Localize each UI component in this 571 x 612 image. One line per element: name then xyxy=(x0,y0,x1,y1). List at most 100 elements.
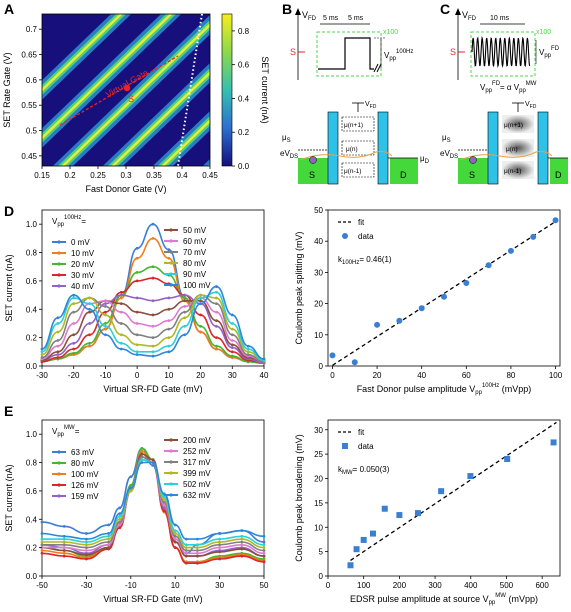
e-left-frame xyxy=(41,419,265,577)
series-point xyxy=(240,543,244,547)
series-point xyxy=(167,319,171,323)
x-tick-label: -30 xyxy=(81,581,93,590)
legend-marker xyxy=(169,460,173,464)
series-point xyxy=(56,350,60,354)
series-point xyxy=(72,296,76,300)
c-level-label-3: μ(n-1) xyxy=(504,168,521,175)
e-right-legend-data: data xyxy=(358,442,374,451)
x-tick-label: 0 xyxy=(135,371,140,380)
series-point xyxy=(62,543,66,547)
series-point xyxy=(56,356,60,359)
series-point xyxy=(173,523,177,527)
series-point xyxy=(183,333,187,337)
legend-marker xyxy=(57,284,61,288)
data-point xyxy=(438,488,445,495)
series-point xyxy=(183,316,187,320)
legend-marker xyxy=(57,262,61,266)
series-point xyxy=(135,271,139,274)
y-tick-label: 20 xyxy=(314,300,323,309)
colorbar-ticks: 0.0 0.2 0.4 0.6 0.8 xyxy=(232,27,250,171)
series-point xyxy=(62,524,66,528)
panel-a-xlabel: Fast Donor Gate (V) xyxy=(85,184,166,194)
heatmap-band xyxy=(102,63,210,166)
series-point xyxy=(173,546,177,550)
series-point xyxy=(162,498,166,501)
series-point xyxy=(88,341,91,345)
series-point xyxy=(215,302,218,305)
series-point xyxy=(218,543,222,547)
series-point xyxy=(107,546,110,550)
x-tick-label: -10 xyxy=(125,581,137,590)
b-square-wave xyxy=(318,37,374,70)
series-point xyxy=(135,350,139,354)
y-tick-label: 10 xyxy=(314,523,323,532)
series-point xyxy=(104,327,107,331)
series-point xyxy=(196,551,199,555)
d-right-k: k100Hz= 0.46(1) xyxy=(338,255,392,266)
a-y-tick-label: 0.5 xyxy=(26,127,38,136)
d-right-legend-data-marker xyxy=(342,233,348,239)
c-tunnel-path xyxy=(459,151,553,161)
panel-a-ylabel: SET Rate Gate (V) xyxy=(2,52,12,127)
a-x-tick-label: 0.3 xyxy=(120,171,132,180)
series-point xyxy=(199,330,202,334)
legend-marker xyxy=(169,449,173,453)
series-point xyxy=(40,549,44,552)
d-left-legend-title: Vpp100Hz= xyxy=(52,215,86,228)
c-barrier-left xyxy=(487,111,499,185)
x-tick-label: 100 xyxy=(357,581,371,590)
series-point xyxy=(85,543,88,547)
series-point xyxy=(215,336,218,340)
y-tick-label: 30 xyxy=(314,426,323,435)
y-tick-label: 0.8 xyxy=(26,249,38,258)
series-point xyxy=(40,532,44,535)
white-dotted-line xyxy=(177,13,203,167)
x-tick-label: -50 xyxy=(36,581,48,590)
data-point xyxy=(504,456,511,462)
e-right-y-ticks: 0 5 10 15 20 25 30 xyxy=(314,426,328,581)
series-point xyxy=(40,540,44,544)
series-point xyxy=(40,551,44,555)
b-level-label-1: μ(n+1) xyxy=(344,122,363,129)
a-x-tick-label: 0.45 xyxy=(202,171,218,180)
series-point xyxy=(62,549,66,552)
series-point xyxy=(72,302,76,305)
legend-label: 50 mV xyxy=(183,226,207,235)
legend-label: 200 mV xyxy=(183,436,211,445)
x-tick-label: 0 xyxy=(326,581,331,590)
c-drain-label: D xyxy=(555,170,562,180)
e-right-marks xyxy=(347,421,557,569)
d-left-series xyxy=(40,222,266,365)
series-point xyxy=(151,461,155,464)
series-point xyxy=(118,526,122,530)
series-point xyxy=(104,310,107,314)
series-point xyxy=(262,546,266,550)
series-point xyxy=(119,302,123,305)
series-point xyxy=(218,532,222,535)
legend-label: 10 mV xyxy=(71,249,95,258)
x-tick-label: 40 xyxy=(417,371,426,380)
series-point xyxy=(118,517,122,521)
y-tick-label: 0.4 xyxy=(26,305,38,314)
series-point xyxy=(56,316,60,320)
data-point xyxy=(351,359,358,366)
c-s-label: S xyxy=(450,47,456,57)
series-point xyxy=(215,319,218,323)
legend-marker xyxy=(169,250,173,254)
data-point xyxy=(347,562,354,569)
series-point xyxy=(218,557,222,561)
b-t1: 5 ms xyxy=(323,15,339,22)
a-x-tick-label: 0.35 xyxy=(146,171,162,180)
series-point xyxy=(230,333,234,337)
series-point xyxy=(240,540,244,544)
series-point xyxy=(183,305,187,308)
a-x-tick-label: 0.4 xyxy=(176,171,188,180)
data-point xyxy=(396,317,403,324)
series-point xyxy=(167,344,171,348)
series-point xyxy=(72,293,76,297)
series-point xyxy=(85,553,88,557)
series-point xyxy=(262,534,266,538)
series-point xyxy=(230,343,234,347)
b-vlabel: VFD xyxy=(302,10,317,22)
series-point xyxy=(183,299,187,303)
